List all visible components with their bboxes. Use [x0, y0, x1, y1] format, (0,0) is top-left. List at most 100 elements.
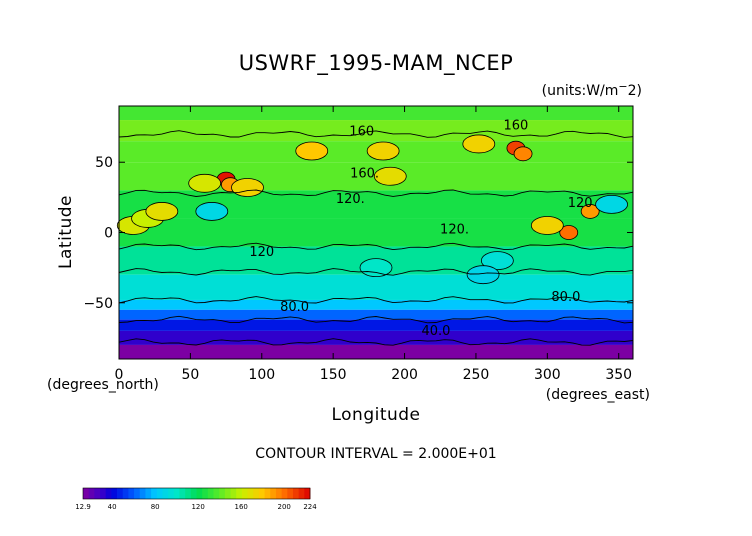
zonal-band: [119, 344, 633, 359]
colorbar-tick-label: 12.9: [75, 503, 91, 511]
colorbar-swatch: [83, 488, 90, 499]
contour-label: 160: [504, 119, 529, 134]
colorbar-swatch: [105, 488, 112, 499]
colorbar-swatch: [88, 488, 95, 499]
x-axis-label: Longitude: [331, 405, 420, 425]
field-patch: [480, 251, 514, 271]
colorbar-swatch: [134, 488, 141, 499]
colorbar-swatch: [270, 488, 277, 499]
colorbar-swatch: [173, 488, 180, 499]
colorbar-tick-label: 160: [234, 503, 247, 511]
contour-interval-label: CONTOUR INTERVAL = 2.000E+01: [255, 446, 496, 462]
x-tick-label: 100: [248, 367, 275, 383]
colorbar-swatch: [100, 488, 107, 499]
colorbar-tick-label: 120: [191, 503, 204, 511]
x-tick-label: 0: [115, 367, 124, 383]
colorbar-swatch: [253, 488, 260, 499]
colorbar-swatch: [128, 488, 135, 499]
colorbar-swatch: [224, 488, 231, 499]
x-axis: 0 50 100 150 200 250 300 350: [115, 106, 632, 383]
colorbar-swatch: [281, 488, 288, 499]
colorbar-swatch: [122, 488, 129, 499]
colorbar-swatch: [151, 488, 158, 499]
colorbar-swatch: [292, 488, 300, 499]
contour-line: [118, 338, 634, 346]
colorbar-swatch: [190, 488, 197, 499]
colorbar-swatch: [304, 488, 311, 499]
colorbar-swatch: [275, 488, 283, 499]
colorbar-swatch: [202, 488, 209, 499]
colorbar-swatch: [236, 488, 243, 499]
y-axis: 50 0 −50: [83, 155, 633, 312]
colorbar-swatch: [247, 488, 254, 499]
field-patch: [559, 225, 579, 240]
field-patch: [295, 141, 329, 161]
x-unit-label: (degrees_east): [546, 387, 650, 403]
colorbar-swatch: [111, 488, 118, 499]
zonal-band: [119, 319, 633, 331]
contour-line: [118, 296, 634, 304]
field-patch: [195, 202, 229, 221]
contour-label: 40.0: [421, 324, 450, 339]
colorbar-swatch: [219, 488, 226, 499]
zonal-band: [119, 274, 633, 300]
contour-label: 120.: [336, 192, 365, 207]
contour-line: [118, 268, 634, 276]
x-tick-label: 50: [181, 367, 199, 383]
contour-label: 120: [249, 245, 274, 260]
colorbar: 12.9 40 80 120 160 200 224: [75, 487, 317, 511]
zonal-band: [119, 299, 633, 310]
colorbar-swatch: [179, 488, 186, 499]
field-patch: [530, 216, 564, 235]
field-patch: [231, 178, 264, 197]
colorbar-swatch: [258, 488, 265, 499]
field-patch: [595, 194, 628, 214]
field-patch: [466, 265, 500, 285]
contour-label: 80.0: [551, 290, 580, 305]
contour-line: [118, 189, 634, 197]
colorbar-swatch: [145, 488, 152, 499]
colorbar-swatch: [298, 488, 305, 499]
y-tick-label: 0: [104, 226, 113, 242]
colorbar-swatch: [196, 488, 203, 499]
zonal-band: [119, 106, 633, 121]
colorbar-swatch: [185, 488, 192, 499]
units-label: (units:W/m−2): [542, 80, 642, 99]
field-patch: [462, 134, 496, 154]
colorbar-swatch: [168, 488, 175, 499]
contour-label: 160: [349, 124, 374, 139]
field-patch: [513, 146, 533, 162]
zonal-band: [119, 309, 633, 320]
y-tick-label: 50: [95, 155, 113, 171]
contour-line: [118, 315, 634, 324]
contour-label: 120: [568, 196, 593, 211]
field-patch: [359, 258, 393, 278]
x-tick-label: 250: [463, 367, 490, 383]
x-tick-label: 350: [605, 367, 632, 383]
chart-title: USWRF_1995-MAM_NCEP: [239, 51, 514, 76]
colorbar-swatch: [139, 488, 146, 499]
colorbar-frame: [82, 487, 311, 500]
plot-area: 160 160 160. 120. 120. 120 120 80.0 80.0 40.0: [116, 106, 634, 359]
field-patch: [145, 202, 179, 221]
x-tick-label: 200: [391, 367, 418, 383]
x-tick-label: 150: [320, 367, 347, 383]
y-unit-label: (degrees_north): [47, 377, 159, 393]
contour-label: 160.: [350, 166, 379, 181]
colorbar-swatch: [213, 488, 220, 499]
field-patch: [366, 141, 400, 161]
colorbar-swatch: [156, 488, 163, 499]
field-patch: [188, 173, 222, 193]
colorbar-swatch: [94, 488, 101, 499]
contour-line: [118, 130, 634, 138]
y-axis-label: Latitude: [56, 195, 76, 269]
y-tick-label: −50: [83, 296, 113, 312]
zonal-band: [119, 330, 633, 345]
colorbar-tick-label: 200: [278, 503, 291, 511]
colorbar-tick-label: 80: [151, 503, 160, 511]
colorbar-swatch: [117, 488, 124, 499]
x-tick-label: 300: [534, 367, 561, 383]
field-patch: [373, 166, 407, 186]
contour-label: 120.: [440, 223, 469, 238]
